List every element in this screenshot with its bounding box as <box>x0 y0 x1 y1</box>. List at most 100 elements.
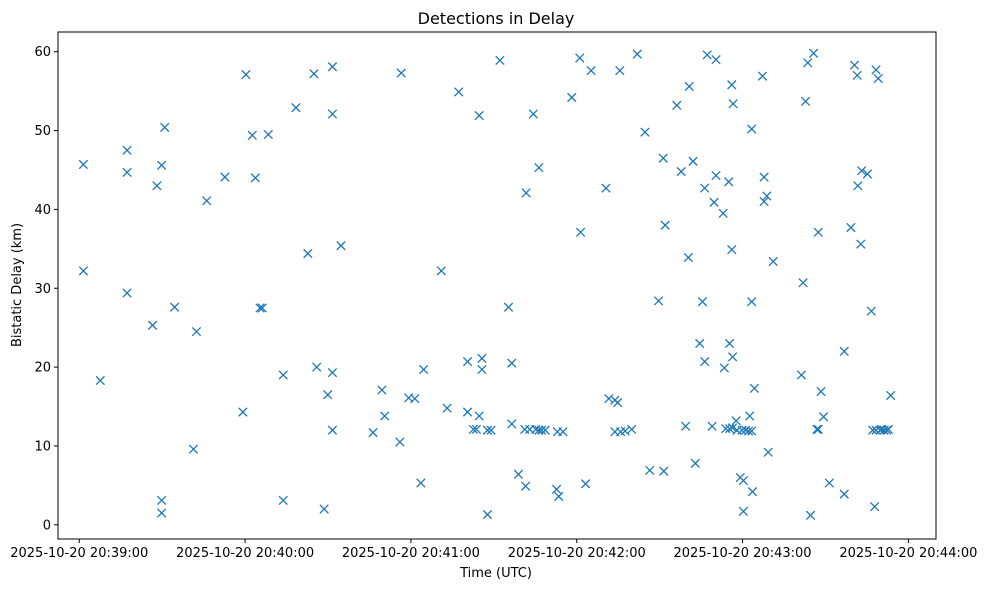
data-point <box>659 466 669 476</box>
data-point <box>873 73 883 84</box>
data-point <box>869 502 880 512</box>
data-point <box>188 444 199 454</box>
data-point <box>368 427 378 438</box>
data-point <box>718 208 728 219</box>
data-point <box>257 303 267 313</box>
data-point <box>728 99 738 109</box>
data-point <box>377 385 387 395</box>
data-point <box>749 383 760 394</box>
data-point <box>540 425 550 435</box>
data-point <box>575 53 585 63</box>
data-point <box>442 403 452 413</box>
data-point <box>319 504 329 514</box>
data-point <box>396 68 406 78</box>
data-point <box>612 397 623 408</box>
data-point <box>727 423 738 433</box>
data-point <box>327 367 338 378</box>
data-point <box>507 358 517 368</box>
data-point <box>303 248 313 259</box>
y-tick-label: 40 <box>34 203 51 218</box>
data-point <box>95 375 105 386</box>
y-tick-label: 60 <box>34 45 51 60</box>
data-point <box>156 160 167 170</box>
data-point <box>690 458 700 468</box>
data-point <box>759 172 769 182</box>
data-points <box>78 48 896 521</box>
data-point <box>839 346 849 356</box>
y-tick-label: 50 <box>34 124 51 139</box>
data-point <box>745 411 755 421</box>
data-point <box>856 166 867 176</box>
data-point <box>156 495 167 506</box>
data-point <box>866 306 876 316</box>
data-point <box>486 425 496 435</box>
data-point <box>856 239 866 249</box>
data-point <box>604 393 614 404</box>
data-point <box>757 71 768 81</box>
data-point <box>738 506 749 517</box>
data-point <box>813 424 823 435</box>
data-point <box>695 338 705 349</box>
y-tick-label: 20 <box>34 361 51 376</box>
data-point <box>747 124 757 134</box>
data-point <box>727 244 737 255</box>
x-tick-label: 2025-10-20 20:42:00 <box>508 546 646 561</box>
data-point <box>627 424 637 435</box>
data-point <box>796 370 807 380</box>
data-point <box>122 145 132 155</box>
data-point <box>536 425 547 435</box>
plot-frame <box>57 31 937 540</box>
x-tick-label: 2025-10-20 20:39:00 <box>10 546 148 561</box>
data-point <box>853 181 863 191</box>
x-tick-label: 2025-10-20 20:43:00 <box>674 546 812 561</box>
data-point <box>336 241 346 251</box>
data-point <box>688 156 698 166</box>
x-axis-label: Time (UTC) <box>459 566 532 581</box>
data-point <box>482 425 493 435</box>
data-point <box>255 303 265 313</box>
data-point <box>808 48 819 58</box>
data-point <box>191 326 202 337</box>
data-point <box>615 65 625 76</box>
x-tick-label: 2025-10-20 20:44:00 <box>839 546 977 561</box>
data-point <box>805 510 816 521</box>
data-point <box>78 159 89 170</box>
data-point <box>379 411 390 421</box>
chart-title: Detections in Delay <box>418 9 575 28</box>
data-point <box>727 80 737 90</box>
data-point <box>839 489 849 499</box>
data-point <box>658 153 668 163</box>
data-point <box>309 69 319 79</box>
data-point <box>852 70 862 81</box>
data-point <box>554 491 564 502</box>
data-point <box>731 416 741 426</box>
data-point <box>521 188 531 198</box>
data-point <box>586 65 596 76</box>
data-point <box>477 353 487 364</box>
data-point <box>327 62 338 72</box>
data-point <box>482 509 493 520</box>
data-point <box>680 421 691 431</box>
data-point <box>707 421 717 431</box>
data-point <box>711 54 721 65</box>
data-point <box>278 370 288 380</box>
data-point <box>395 437 405 447</box>
data-point <box>727 352 738 362</box>
data-point <box>247 130 257 140</box>
data-point <box>640 127 650 137</box>
data-point <box>567 92 577 103</box>
data-point <box>709 197 719 207</box>
data-point <box>763 447 773 457</box>
data-point <box>724 338 735 349</box>
data-point <box>676 166 686 177</box>
data-point <box>868 425 878 435</box>
data-point <box>862 169 873 179</box>
data-point <box>503 302 514 312</box>
data-point <box>653 296 664 306</box>
data-point <box>645 465 655 476</box>
data-point <box>513 469 524 480</box>
data-point <box>78 266 89 276</box>
data-point <box>160 122 170 133</box>
data-point <box>241 69 251 80</box>
